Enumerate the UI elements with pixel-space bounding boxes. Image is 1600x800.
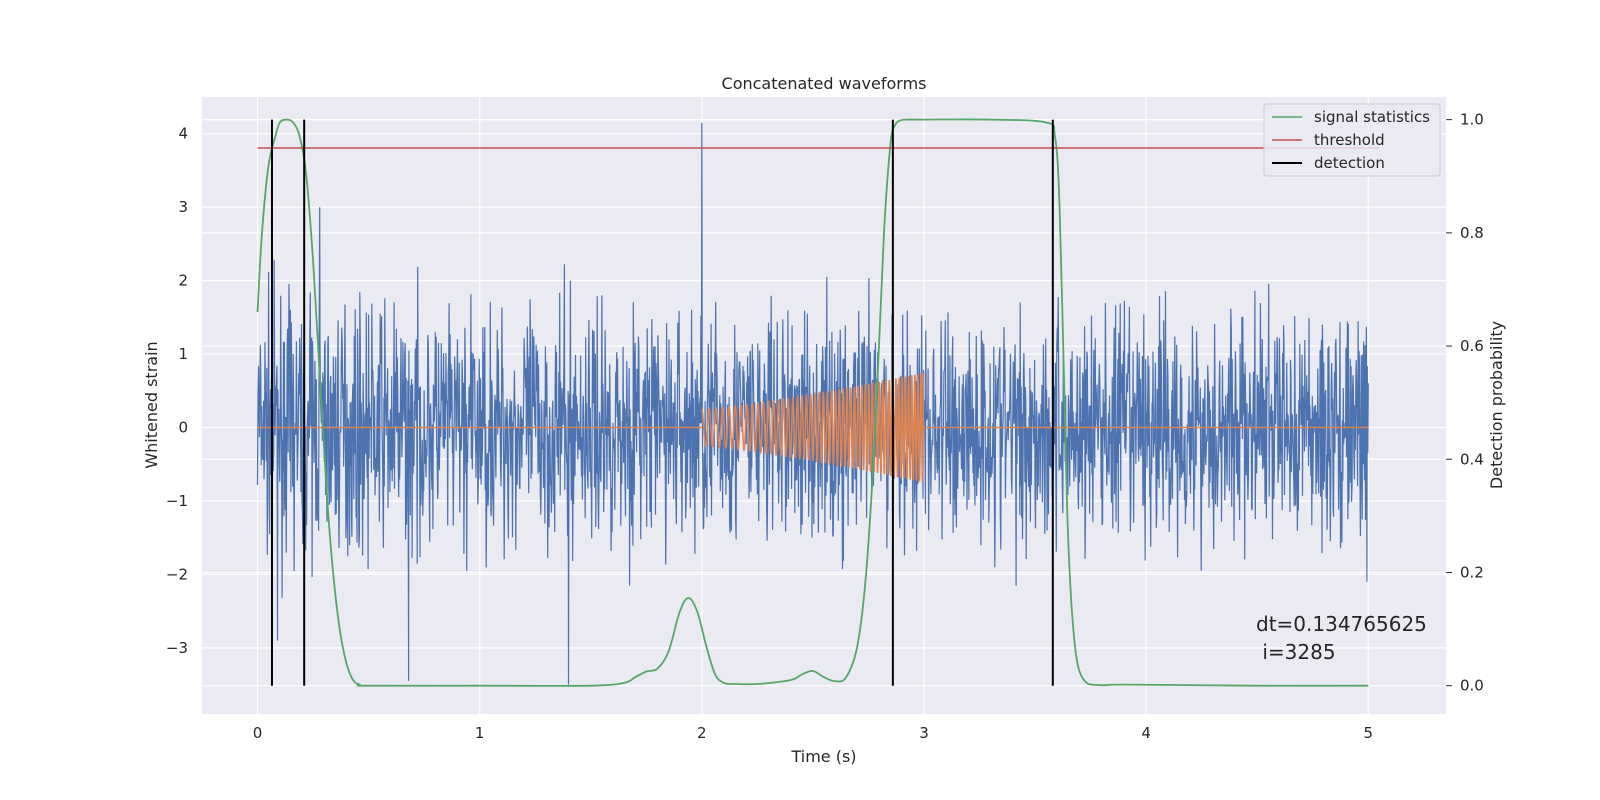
noise-series bbox=[256, 122, 1369, 685]
x-tick-label: 3 bbox=[919, 724, 929, 742]
legend-box bbox=[1263, 103, 1441, 177]
x-tick-label: 2 bbox=[697, 724, 707, 742]
x-axis-label: Time (s) bbox=[790, 747, 856, 766]
y-tick-label: 4 bbox=[178, 125, 188, 143]
x-tick-label: 4 bbox=[1141, 724, 1151, 742]
legend: signal statistics threshold detection bbox=[1263, 103, 1441, 177]
axis-ticks: 0 1 2 3 4 5 4 3 2 1 0 −1 −2 −3 1.0 0.8 0.6 0.4 0.2 0.0 bbox=[166, 111, 1484, 742]
legend-label-detection: detection bbox=[1314, 154, 1385, 172]
y2-tick-label: 0.4 bbox=[1460, 450, 1484, 468]
y-tick-label: 0 bbox=[178, 419, 188, 437]
annotation-dt: dt=0.134765625 bbox=[1256, 612, 1427, 636]
y-axis-label: Whitened strain bbox=[142, 341, 161, 468]
y2-tick-label: 1.0 bbox=[1460, 111, 1484, 129]
x-tick-label: 1 bbox=[475, 724, 485, 742]
y-tick-label: −2 bbox=[166, 565, 188, 583]
signal-statistics-line bbox=[256, 118, 1369, 687]
legend-label-threshold: threshold bbox=[1314, 131, 1385, 149]
y2-tick-label: 0.8 bbox=[1460, 224, 1484, 242]
chirp-line bbox=[701, 372, 925, 483]
y-tick-label: −3 bbox=[166, 639, 188, 657]
noise-line bbox=[256, 122, 1369, 685]
chirp-series bbox=[257, 372, 1369, 483]
y2-tick-label: 0.6 bbox=[1460, 337, 1484, 355]
chart-title: Concatenated waveforms bbox=[722, 74, 927, 93]
y-tick-label: 2 bbox=[178, 272, 188, 290]
y2-tick-label: 0.2 bbox=[1460, 563, 1484, 581]
annotation-i: i=3285 bbox=[1256, 640, 1336, 664]
y2-axis-label: Detection probability bbox=[1487, 321, 1506, 489]
y-tick-label: −1 bbox=[166, 492, 188, 510]
detection-series bbox=[270, 119, 1054, 686]
x-tick-label: 5 bbox=[1363, 724, 1373, 742]
y-tick-label: 1 bbox=[178, 345, 188, 363]
signal-statistics-series bbox=[256, 118, 1369, 687]
x-tick-label: 0 bbox=[253, 724, 263, 742]
legend-label-signal-statistics: signal statistics bbox=[1314, 108, 1430, 126]
y2-tick-label: 0.0 bbox=[1460, 677, 1484, 695]
y-tick-label: 3 bbox=[178, 198, 188, 216]
